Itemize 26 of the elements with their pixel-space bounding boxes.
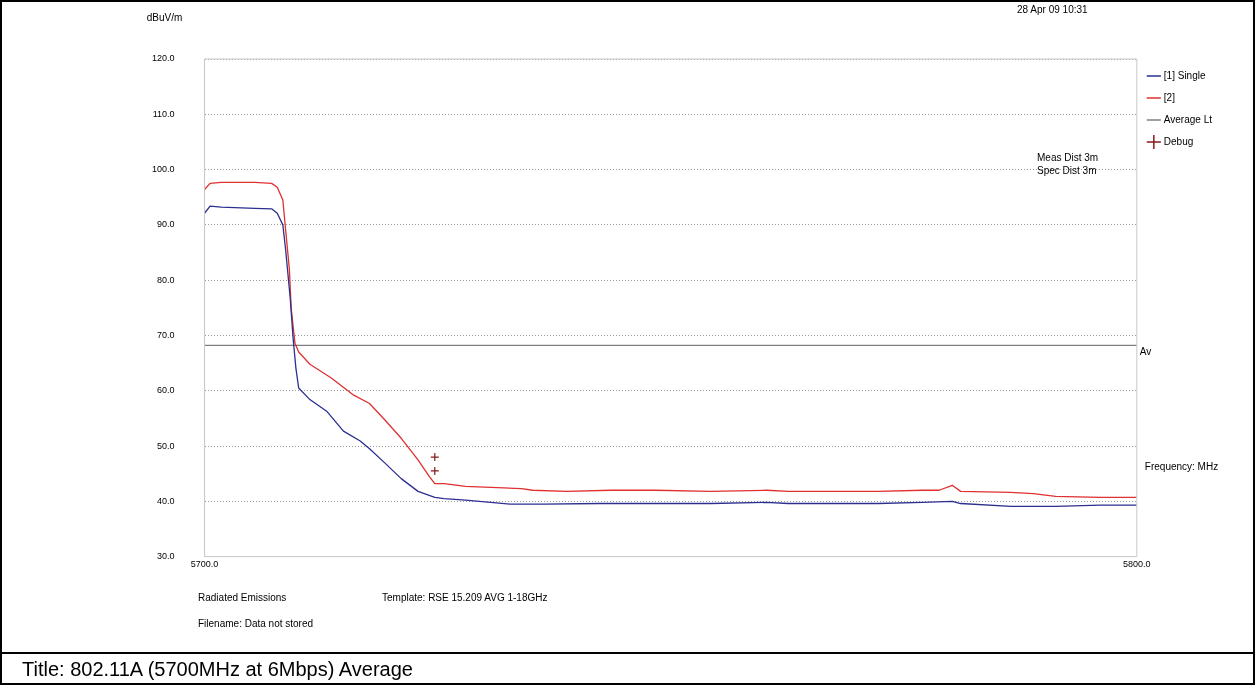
x-tick-label: 5700.0 [190, 559, 219, 570]
y-tick-label: 40.0 [156, 495, 175, 506]
y-tick-label: 50.0 [156, 440, 175, 451]
x-tick-label: 5800.0 [1123, 559, 1151, 570]
y-tick-label: 30.0 [156, 551, 175, 562]
legend-label: Debug [1163, 135, 1194, 147]
x-axis-title: Frequency: MHz [1144, 460, 1219, 472]
y-tick-label: 110.0 [152, 108, 175, 119]
text: Radiated Emissions [198, 592, 287, 603]
annotation: Av [1139, 346, 1152, 358]
y-tick-label: 90.0 [156, 219, 175, 230]
text: Filename: Data not stored [198, 618, 314, 629]
legend-label: Average Lt [1163, 113, 1213, 125]
y-tick-label: 70.0 [156, 329, 175, 340]
y-axis-title: dBuV/m [146, 12, 183, 23]
y-tick-label: 120.0 [151, 53, 175, 64]
text: Title: 802.11A (5700MHz at 6Mbps) Average [2, 652, 1253, 683]
y-tick-label: 80.0 [156, 274, 175, 285]
y-tick-label: 60.0 [156, 385, 175, 396]
annotation: Meas Dist 3m [1037, 152, 1099, 163]
text: 28 Apr 09 10:31 [1017, 4, 1088, 15]
annotation: Spec Dist 3m [1037, 165, 1097, 176]
y-tick-label: 100.0 [151, 164, 175, 175]
legend-label: [2] [1163, 91, 1176, 103]
legend-label: [1] Single [1163, 69, 1206, 81]
text: Template: RSE 15.209 AVG 1-18GHz [382, 592, 548, 603]
